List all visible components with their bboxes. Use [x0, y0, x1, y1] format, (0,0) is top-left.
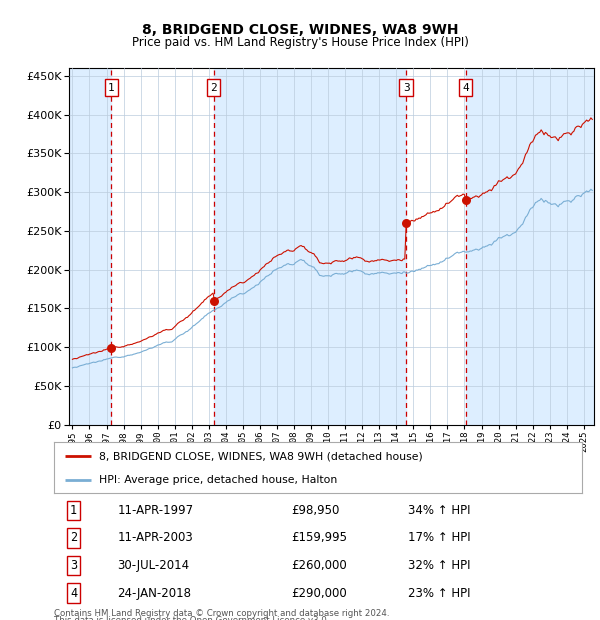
Text: 1: 1	[108, 82, 115, 92]
Text: 3: 3	[70, 559, 77, 572]
Text: £98,950: £98,950	[292, 504, 340, 517]
Text: 1: 1	[70, 504, 77, 517]
Text: 4: 4	[462, 82, 469, 92]
Text: HPI: Average price, detached house, Halton: HPI: Average price, detached house, Halt…	[99, 475, 337, 485]
Text: 8, BRIDGEND CLOSE, WIDNES, WA8 9WH (detached house): 8, BRIDGEND CLOSE, WIDNES, WA8 9WH (deta…	[99, 451, 422, 461]
Text: £260,000: £260,000	[292, 559, 347, 572]
Text: 24-JAN-2018: 24-JAN-2018	[118, 587, 191, 600]
Text: 17% ↑ HPI: 17% ↑ HPI	[408, 531, 470, 544]
Text: 2: 2	[210, 82, 217, 92]
Text: 3: 3	[403, 82, 410, 92]
Bar	[69, 68, 111, 425]
Text: 34% ↑ HPI: 34% ↑ HPI	[408, 504, 470, 517]
Text: 30-JUL-2014: 30-JUL-2014	[118, 559, 190, 572]
Text: Price paid vs. HM Land Registry's House Price Index (HPI): Price paid vs. HM Land Registry's House …	[131, 36, 469, 49]
Text: Contains HM Land Registry data © Crown copyright and database right 2024.: Contains HM Land Registry data © Crown c…	[54, 609, 389, 618]
Text: 32% ↑ HPI: 32% ↑ HPI	[408, 559, 470, 572]
Text: 11-APR-1997: 11-APR-1997	[118, 504, 193, 517]
Text: 2: 2	[70, 531, 77, 544]
Text: £290,000: £290,000	[292, 587, 347, 600]
Text: 4: 4	[70, 587, 77, 600]
Bar	[466, 68, 594, 425]
Text: 8, BRIDGEND CLOSE, WIDNES, WA8 9WH: 8, BRIDGEND CLOSE, WIDNES, WA8 9WH	[142, 23, 458, 37]
Text: 23% ↑ HPI: 23% ↑ HPI	[408, 587, 470, 600]
Bar	[214, 68, 406, 425]
Text: This data is licensed under the Open Government Licence v3.0.: This data is licensed under the Open Gov…	[54, 616, 329, 620]
Text: £159,995: £159,995	[292, 531, 347, 544]
Text: 11-APR-2003: 11-APR-2003	[118, 531, 193, 544]
